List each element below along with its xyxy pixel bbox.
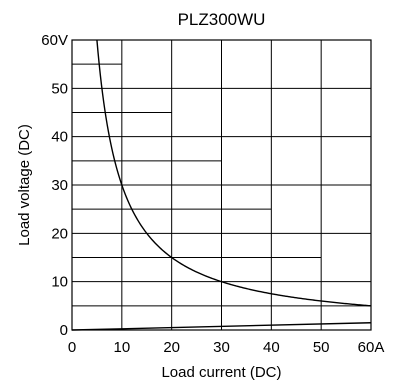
y-tick-label: 10 [51,274,68,291]
y-tick-label: 30 [51,177,68,194]
grid-lines [72,40,371,330]
x-tick-label: 30 [213,339,230,356]
constant-power-curve [96,39,372,307]
y-tick-label: 60V [41,32,68,49]
y-tick-label: 0 [60,322,68,339]
y-tick-label: 40 [51,129,68,146]
plot-frame [71,39,372,331]
x-tick-label: 10 [113,339,130,356]
y-tick-labels: 0 10 20 30 40 50 60V [41,32,68,339]
x-tick-label: 60A [358,339,385,356]
y-tick-label: 50 [51,80,68,97]
x-tick-label: 20 [163,339,180,356]
y-axis-label: Load voltage (DC) [16,124,33,246]
minimum-voltage-line-curve [71,322,372,331]
data-curves [71,39,372,331]
chart-title: PLZ300WU [178,10,266,29]
x-tick-label: 40 [263,339,280,356]
x-tick-labels: 0 10 20 30 40 50 60A [68,339,385,356]
x-tick-label: 50 [313,339,330,356]
x-tick-label: 0 [68,339,76,356]
y-tick-label: 20 [51,225,68,242]
x-axis-label: Load current (DC) [161,364,281,381]
